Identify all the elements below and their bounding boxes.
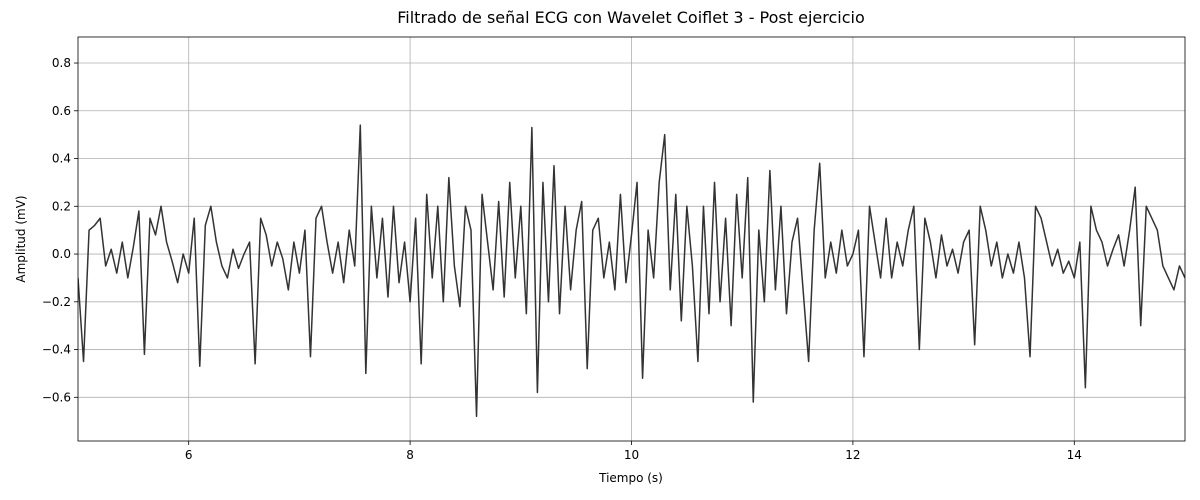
x-tick-label: 12 [845, 448, 860, 462]
y-axis-label: Amplitud (mV) [14, 195, 28, 282]
y-tick-label: −0.6 [42, 390, 71, 404]
grid [78, 37, 1185, 441]
x-tick-label: 10 [624, 448, 639, 462]
signal-line [78, 124, 1185, 418]
plot-area [78, 124, 1185, 418]
y-tick-label: 0.2 [52, 199, 71, 213]
y-tick-label: 0.4 [52, 152, 71, 166]
x-tick-label: 8 [406, 448, 414, 462]
x-tick-label: 14 [1067, 448, 1082, 462]
y-tick-label: 0.6 [52, 104, 71, 118]
y-tick-label: 0.8 [52, 56, 71, 70]
y-tick-label: 0.0 [52, 247, 71, 261]
y-tick-label: −0.2 [42, 295, 71, 309]
chart-title: Filtrado de señal ECG con Wavelet Coifle… [397, 8, 865, 27]
y-tick-label: −0.4 [42, 343, 71, 357]
x-axis-label: Tiempo (s) [598, 471, 663, 485]
axes: 6 8 10 12 14 −0.6 −0.4 −0.2 0.0 0.2 0.4 0.6 0.8 [42, 56, 1082, 462]
x-tick-label: 6 [185, 448, 193, 462]
